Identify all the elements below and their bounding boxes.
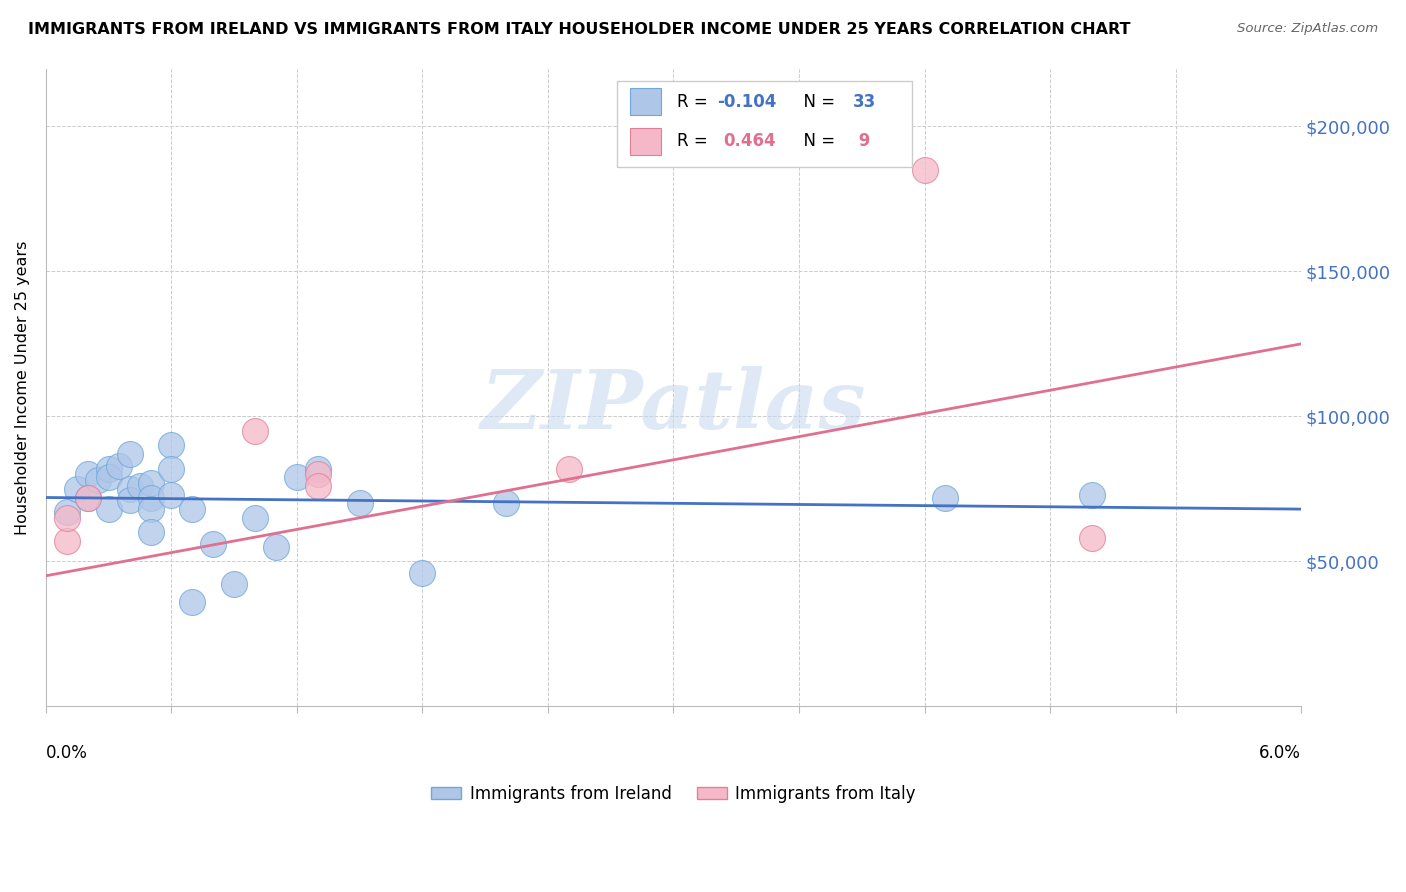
Point	[243, 424, 266, 438]
Point	[97, 470, 120, 484]
Text: IMMIGRANTS FROM IRELAND VS IMMIGRANTS FROM ITALY HOUSEHOLDER INCOME UNDER 25 YEA: IMMIGRANTS FROM IRELAND VS IMMIGRANTS FR…	[28, 22, 1130, 37]
Point	[139, 502, 162, 516]
Point	[76, 491, 98, 505]
Text: 33: 33	[853, 93, 876, 111]
Point	[1081, 531, 1104, 545]
FancyBboxPatch shape	[630, 128, 661, 154]
Point	[56, 533, 79, 548]
Point	[307, 479, 329, 493]
FancyBboxPatch shape	[630, 88, 661, 115]
Text: Source: ZipAtlas.com: Source: ZipAtlas.com	[1237, 22, 1378, 36]
Point	[181, 595, 204, 609]
Point	[349, 496, 371, 510]
Point	[243, 510, 266, 524]
Text: N =: N =	[793, 93, 841, 111]
Point	[181, 502, 204, 516]
Point	[56, 510, 79, 524]
Point	[87, 473, 110, 487]
Point	[118, 493, 141, 508]
Point	[1081, 487, 1104, 501]
Point	[558, 461, 581, 475]
Point	[139, 525, 162, 540]
Point	[307, 461, 329, 475]
Text: ZIPatlas: ZIPatlas	[481, 367, 866, 447]
Point	[97, 461, 120, 475]
Text: R =: R =	[678, 132, 718, 150]
Point	[66, 482, 89, 496]
Point	[202, 537, 225, 551]
Point	[224, 577, 246, 591]
Text: N =: N =	[793, 132, 841, 150]
Text: 0.464: 0.464	[724, 132, 776, 150]
Point	[914, 163, 936, 178]
Point	[934, 491, 956, 505]
Point	[108, 458, 131, 473]
Point	[160, 487, 183, 501]
FancyBboxPatch shape	[617, 81, 912, 168]
Text: R =: R =	[678, 93, 713, 111]
Text: 9: 9	[853, 132, 870, 150]
Point	[129, 479, 152, 493]
Point	[411, 566, 433, 580]
Point	[160, 438, 183, 452]
Point	[264, 540, 287, 554]
Point	[495, 496, 517, 510]
Text: -0.104: -0.104	[717, 93, 776, 111]
Point	[76, 491, 98, 505]
Point	[139, 491, 162, 505]
Text: 6.0%: 6.0%	[1260, 745, 1301, 763]
Point	[118, 482, 141, 496]
Point	[97, 502, 120, 516]
Point	[76, 467, 98, 482]
Y-axis label: Householder Income Under 25 years: Householder Income Under 25 years	[15, 240, 30, 534]
Point	[139, 476, 162, 491]
Point	[56, 505, 79, 519]
Point	[118, 447, 141, 461]
Point	[307, 467, 329, 482]
Point	[285, 470, 308, 484]
Point	[160, 461, 183, 475]
Legend: Immigrants from Ireland, Immigrants from Italy: Immigrants from Ireland, Immigrants from…	[425, 779, 922, 810]
Text: 0.0%: 0.0%	[46, 745, 87, 763]
